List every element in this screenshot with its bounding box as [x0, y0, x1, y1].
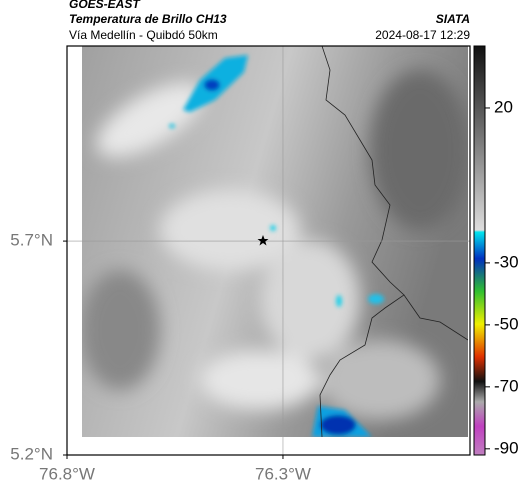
colorbar-label: 20: [494, 97, 513, 116]
x-tick-label: 76.3°W: [255, 464, 311, 483]
subtitle: Temperatura de Brillo CH13: [69, 12, 227, 26]
timestamp: 2024-08-17 12:29: [375, 28, 470, 42]
location-marker: [257, 235, 269, 246]
satellite-image: [82, 46, 468, 437]
colorbar-label: -30: [494, 252, 519, 271]
title: GOES-EAST: [69, 0, 141, 11]
border: [403, 294, 468, 341]
y-tick-label: 5.7°N: [10, 231, 53, 250]
map-frame: [66, 45, 471, 456]
colorbar-label: -90: [494, 438, 519, 457]
colorbar: [473, 45, 486, 456]
colorbar-label: -50: [494, 314, 519, 333]
y-tick-label: 5.2°N: [10, 444, 53, 463]
x-tick-label: 76.8°W: [39, 464, 95, 483]
border: [319, 46, 405, 437]
source: SIATA: [436, 12, 470, 26]
route: Vía Medellín - Quibdó 50km: [69, 28, 218, 42]
colorbar-label: -70: [494, 376, 519, 395]
